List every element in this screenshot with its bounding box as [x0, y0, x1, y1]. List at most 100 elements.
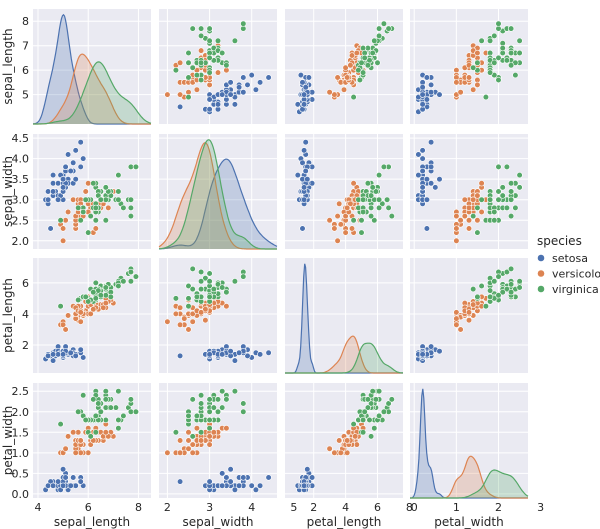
kde-line-versicolor	[158, 142, 277, 250]
point-versicolor	[465, 74, 473, 81]
point-versicolor	[331, 449, 338, 456]
point-setosa	[257, 79, 264, 86]
point-versicolor	[461, 196, 468, 203]
point-versicolor	[334, 74, 341, 81]
point-virginica	[206, 278, 213, 285]
point-virginica	[487, 69, 494, 76]
point-setosa	[67, 482, 74, 489]
point-setosa	[219, 482, 226, 489]
point-versicolor	[189, 441, 196, 448]
y-tick-label-sepal_width: 2.0	[12, 235, 30, 248]
point-setosa	[428, 180, 435, 187]
point-versicolor	[185, 326, 192, 333]
point-virginica	[376, 32, 383, 40]
x-axis-label-sepal_width: sepal_width	[182, 515, 253, 529]
point-virginica	[189, 286, 196, 293]
y-tick-label-petal_length: 4	[22, 308, 29, 321]
point-setosa	[423, 74, 431, 81]
point-virginica	[127, 213, 134, 220]
point-virginica	[516, 184, 523, 191]
point-setosa	[77, 139, 84, 146]
point-virginica	[385, 204, 392, 211]
point-setosa	[59, 184, 67, 191]
point-virginica	[516, 278, 523, 285]
point-virginica	[223, 289, 230, 296]
point-setosa	[304, 466, 311, 473]
panel-sepal_width-vs-sepal_length	[33, 134, 151, 249]
point-virginica	[193, 71, 200, 79]
x-tick-label-sepal_width: 3	[206, 501, 213, 514]
point-setosa	[419, 155, 426, 162]
point-virginica	[384, 196, 391, 203]
point-virginica	[385, 400, 392, 407]
panel-petal_length-vs-petal_length	[285, 258, 403, 374]
point-setosa	[257, 482, 264, 489]
point-virginica	[360, 416, 367, 424]
point-setosa	[49, 482, 57, 489]
point-virginica	[495, 292, 502, 299]
point-versicolor	[189, 449, 196, 456]
point-setosa	[59, 466, 67, 473]
point-virginica	[82, 196, 89, 203]
point-virginica	[57, 421, 64, 428]
point-virginica	[97, 408, 104, 415]
point-setosa	[419, 167, 426, 175]
point-virginica	[372, 188, 380, 195]
y-tick-label-petal_length: 2	[22, 339, 29, 352]
point-setosa	[244, 352, 251, 360]
point-setosa	[436, 176, 443, 183]
point-virginica	[388, 213, 395, 220]
point-virginica	[503, 286, 511, 293]
kde-line-versicolor	[33, 53, 151, 125]
point-setosa	[59, 482, 67, 489]
point-versicolor	[62, 326, 69, 333]
kde-fill-virginica	[159, 139, 277, 249]
point-versicolor	[59, 225, 67, 232]
point-virginica	[198, 76, 205, 84]
point-virginica	[358, 59, 365, 66]
point-setosa	[252, 86, 259, 93]
point-virginica	[219, 49, 226, 57]
point-versicolor	[185, 437, 192, 444]
point-setosa	[49, 357, 57, 364]
point-virginica	[474, 59, 481, 66]
point-versicolor	[474, 49, 481, 57]
point-setosa	[428, 139, 435, 146]
x-tick-label-sepal_width: 5	[290, 501, 297, 514]
point-virginica	[491, 32, 498, 40]
point-versicolor	[210, 429, 217, 436]
x-tick-label-petal_length: 2	[310, 501, 317, 514]
point-versicolor	[64, 312, 72, 319]
point-setosa	[415, 172, 422, 179]
point-virginica	[231, 278, 238, 285]
point-virginica	[503, 57, 511, 64]
point-virginica	[368, 192, 375, 199]
point-versicolor	[453, 237, 460, 244]
y-tick-label-sepal_width: 4.0	[12, 153, 30, 166]
point-virginica	[115, 388, 122, 395]
point-versicolor	[474, 192, 481, 199]
kde-line-virginica	[285, 342, 403, 374]
point-virginica	[508, 25, 515, 32]
kde-fill-setosa	[159, 159, 277, 249]
point-setosa	[70, 159, 77, 166]
point-versicolor	[177, 91, 184, 98]
point-setosa	[62, 163, 69, 170]
point-virginica	[82, 293, 89, 301]
point-virginica	[350, 93, 357, 101]
point-setosa	[227, 91, 234, 98]
point-setosa	[248, 482, 255, 489]
point-virginica	[87, 213, 94, 220]
point-setosa	[428, 343, 435, 350]
point-setosa	[236, 349, 243, 356]
point-versicolor	[453, 309, 460, 316]
kde-fill-virginica	[410, 470, 528, 498]
point-setosa	[236, 482, 243, 489]
point-virginica	[102, 284, 109, 291]
point-virginica	[206, 293, 213, 301]
point-virginica	[369, 184, 376, 191]
point-setosa	[301, 184, 308, 191]
point-virginica	[189, 64, 196, 71]
point-virginica	[95, 400, 102, 407]
